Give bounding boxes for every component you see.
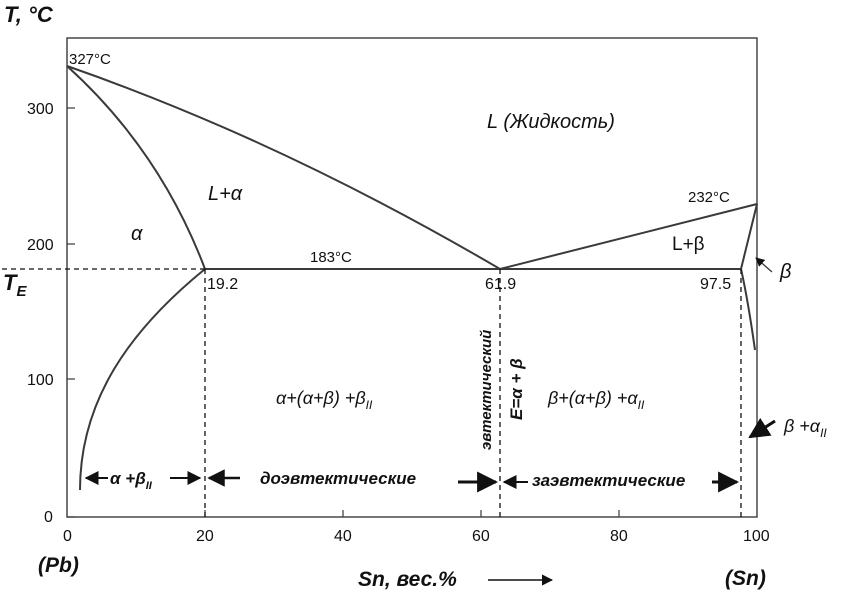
liquidus-right [499,203,758,270]
x-axis-title: Sn, вес.% [358,568,457,591]
phase-boundaries [66,65,758,491]
eutectic-equation: E=α + β [507,358,526,420]
alpha-solubility-limit: 19.2 [207,276,238,293]
y-tick-200: 200 [27,237,54,254]
beta-solubility-limit: 97.5 [700,276,731,293]
solidus-alpha [66,65,206,270]
region-liquid: L (Жидкость) [487,111,615,133]
y-tick-300: 300 [27,101,54,118]
y-tick-0: 0 [44,509,53,526]
x-axis-ticks [204,510,620,517]
region-beta-alpha: β +αII [783,416,827,440]
x-tick-0: 0 [63,528,72,545]
eutectic-temperature: 183°C [310,249,352,266]
right-element-label: (Sn) [725,567,766,590]
x-tick-100: 100 [743,528,770,545]
liquidus-left [66,65,501,270]
dashed-guides [2,268,742,517]
te-label: TE [3,270,27,300]
x-tick-60: 60 [472,528,490,545]
y-axis-ticks [67,107,75,518]
beta-pointer-arrow [755,257,773,273]
eutectic-word: эвтектический [478,330,495,450]
plot-frame [66,37,758,518]
y-tick-100: 100 [27,372,54,389]
x-tick-20: 20 [196,528,214,545]
region-hypereutectic: β+(α+β) +αII [547,388,645,412]
hypereutectic-label: заэвтектические [532,471,685,490]
eutectic-composition: 61.9 [485,276,516,293]
y-axis-title: T, °C [4,2,54,27]
hypoeutectic-label: доэвтектические [260,469,416,488]
region-beta: β [779,261,791,283]
region-alpha: α [131,223,143,245]
pb-melting-point: 327°C [69,51,111,68]
left-element-label: (Pb) [38,554,79,577]
region-l-beta: L+β [672,234,705,255]
alpha-beta-range-label: α +βII [110,469,153,492]
solvus-alpha [79,268,206,491]
solvus-beta [740,268,756,351]
region-l-alpha: L+α [208,183,243,205]
region-hypoeutectic: α+(α+β) +βII [276,388,373,412]
sn-melting-point: 232°C [688,189,730,206]
beta-alpha-pointer-arrow [748,417,776,439]
x-tick-40: 40 [334,528,352,545]
solidus-beta [740,203,758,270]
x-tick-80: 80 [610,528,628,545]
